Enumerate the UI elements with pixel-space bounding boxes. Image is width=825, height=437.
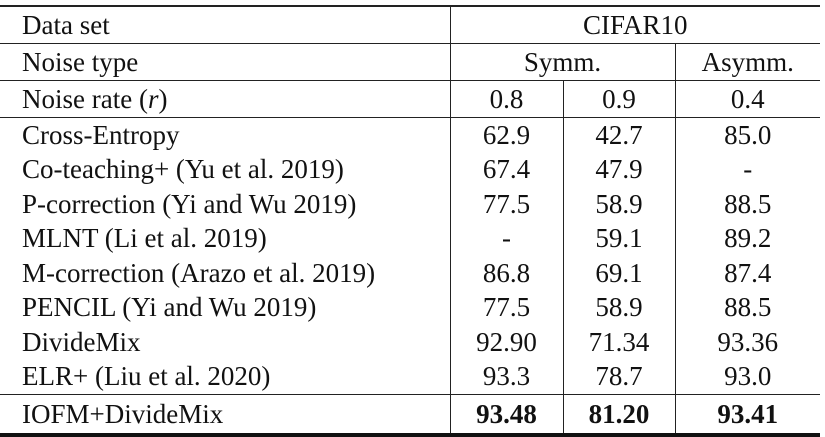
cell-value: - [674, 152, 820, 187]
method-name: Cross-Entropy [0, 117, 450, 153]
cell-value: 47.9 [562, 152, 675, 187]
noise-rate-symbol: r [147, 83, 159, 114]
noise-type-symm: Symm. [449, 43, 675, 81]
method-name: DivideMix [22, 326, 141, 357]
noise-rate-suffix: ) [158, 83, 168, 114]
noise-type-label: Noise type [0, 43, 450, 81]
header-row-noise-rate: Noise rate (r) 0.8 0.9 0.4 [0, 80, 820, 118]
method-name: PENCIL (Yi and Wu 2019) [22, 292, 317, 323]
cell-value: 62.9 [449, 117, 563, 153]
table-row: DivideMix 92.90 71.34 93.36 [0, 325, 820, 360]
method-name: M-correction (Arazo et al. 2019) [22, 257, 376, 288]
cell-value: 89.2 [674, 221, 820, 256]
cell-value: 77.5 [449, 187, 563, 222]
dataset-label: Data set [0, 5, 450, 44]
header-row-dataset: Data set CIFAR10 [0, 5, 820, 44]
cell-value: 88.5 [674, 187, 820, 222]
cell-value-best: 81.20 [562, 394, 675, 437]
cell-value: 77.5 [449, 290, 563, 325]
cell-value: 93.0 [674, 359, 820, 395]
cell-value: 59.1 [562, 221, 675, 256]
header-row-noise-type: Noise type Symm. Asymm. [0, 43, 820, 81]
cell-value: 93.36 [674, 325, 820, 360]
table-row: Cross-Entropy 62.9 42.7 85.0 [0, 117, 820, 153]
method-name: ELR+ (Liu et al. 2020) [22, 361, 271, 392]
cell-value: 69.1 [562, 256, 675, 291]
noise-rate-value: 0.9 [562, 80, 675, 118]
noise-rate-prefix: Noise rate ( [22, 83, 148, 114]
cell-value: 86.8 [449, 256, 563, 291]
noise-rate-value: 0.8 [449, 80, 563, 118]
cell-value-best: 93.48 [449, 394, 563, 437]
cell-value: 42.7 [562, 117, 675, 153]
cell-value: - [449, 221, 563, 256]
cell-value: 88.5 [674, 290, 820, 325]
cell-value: 71.34 [562, 325, 675, 360]
table-row-proposed: IOFM+DivideMix 93.48 81.20 93.41 [0, 394, 820, 437]
cell-value: 87.4 [674, 256, 820, 291]
results-table: Data set CIFAR10 Noise type Symm. Asymm.… [0, 5, 820, 437]
table-row: ELR+ (Liu et al. 2020) 93.3 78.7 93.0 [0, 359, 820, 395]
table-row: Co-teaching+ (Yu et al. 2019) 67.4 47.9 … [0, 152, 820, 187]
method-name: MLNT (Li et al. 2019) [22, 223, 267, 254]
noise-rate-label: Noise rate (r) [0, 80, 450, 118]
cell-value-best: 93.41 [674, 394, 820, 437]
noise-type-asymm: Asymm. [674, 43, 820, 81]
dataset-value: CIFAR10 [449, 5, 820, 44]
method-name: Co-teaching+ (Yu et al. 2019) [22, 154, 344, 185]
table-row: P-correction (Yi and Wu 2019) 77.5 58.9 … [0, 187, 820, 222]
noise-rate-value: 0.4 [674, 80, 820, 118]
method-name: IOFM+DivideMix [0, 394, 450, 437]
cell-value: 78.7 [562, 359, 675, 395]
table-row: PENCIL (Yi and Wu 2019) 77.5 58.9 88.5 [0, 290, 820, 325]
cell-value: 92.90 [449, 325, 563, 360]
cell-value: 58.9 [562, 290, 675, 325]
table-row: MLNT (Li et al. 2019) - 59.1 89.2 [0, 221, 820, 256]
cell-value: 67.4 [449, 152, 563, 187]
table-row: M-correction (Arazo et al. 2019) 86.8 69… [0, 256, 820, 291]
cell-value: 85.0 [674, 117, 820, 153]
method-name: P-correction (Yi and Wu 2019) [22, 188, 357, 219]
cell-value: 93.3 [449, 359, 563, 395]
cell-value: 58.9 [562, 187, 675, 222]
